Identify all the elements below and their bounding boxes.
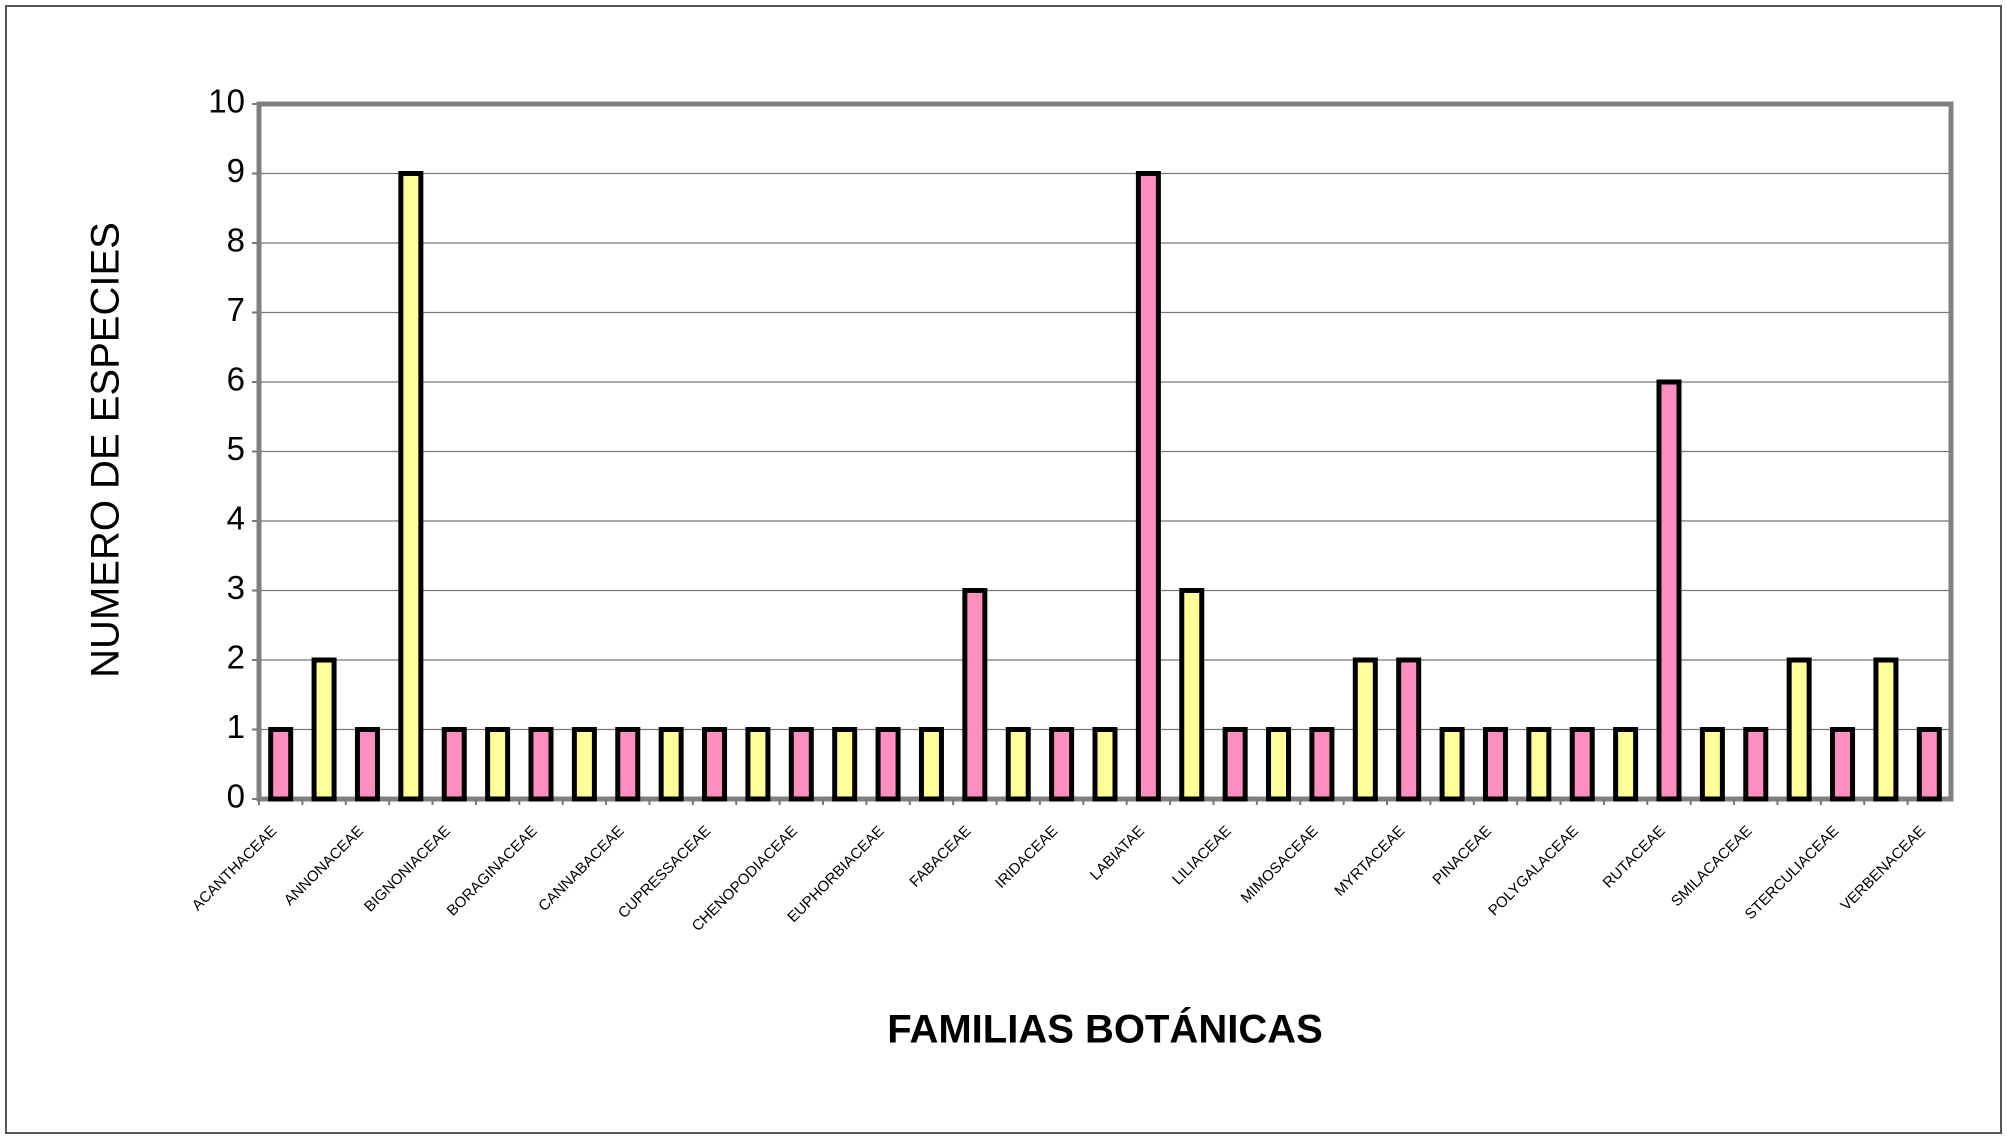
y-tick-label: 10 xyxy=(208,83,245,120)
bar xyxy=(1049,727,1075,802)
y-tick-label: 9 xyxy=(227,152,245,189)
y-tick-label: 6 xyxy=(227,361,245,398)
y-tick-label: 3 xyxy=(227,569,245,606)
bar xyxy=(1439,727,1465,802)
bar xyxy=(1569,727,1595,802)
y-tick-label: 0 xyxy=(227,778,245,815)
bar xyxy=(1656,379,1682,802)
y-tick-label: 4 xyxy=(227,500,245,537)
bar xyxy=(1786,657,1812,802)
bar xyxy=(441,727,467,802)
bar xyxy=(571,727,597,802)
bar xyxy=(1743,727,1769,802)
bar xyxy=(1830,727,1856,802)
y-tick-label: 5 xyxy=(227,430,245,467)
bar xyxy=(962,588,988,802)
y-axis-title: NUMERO DE ESPECIES xyxy=(84,222,128,678)
bar xyxy=(1352,657,1378,802)
y-tick-label: 8 xyxy=(227,222,245,259)
bar xyxy=(268,727,294,802)
bar xyxy=(1005,727,1031,802)
bar xyxy=(658,727,684,802)
bar xyxy=(1482,727,1508,802)
x-axis-title: FAMILIAS BOTÁNICAS xyxy=(887,1007,1323,1052)
y-tick-label: 1 xyxy=(227,708,245,745)
bar xyxy=(354,727,380,802)
bar xyxy=(1179,588,1205,802)
bar xyxy=(1222,727,1248,802)
bar xyxy=(1266,727,1292,802)
bar xyxy=(1309,727,1335,802)
bar xyxy=(788,727,814,802)
bar xyxy=(832,727,858,802)
bar xyxy=(1916,727,1942,802)
bar xyxy=(615,727,641,802)
bar xyxy=(875,727,901,802)
bar xyxy=(1699,727,1725,802)
bar xyxy=(1092,727,1118,802)
bar xyxy=(1135,171,1161,802)
bar xyxy=(1613,727,1639,802)
y-tick-label: 7 xyxy=(227,291,245,328)
bar xyxy=(485,727,511,802)
bar xyxy=(1396,657,1422,802)
bar xyxy=(745,727,771,802)
bar xyxy=(918,727,944,802)
y-tick-label: 2 xyxy=(227,639,245,676)
bar xyxy=(398,171,424,802)
bar xyxy=(1873,657,1899,802)
bar xyxy=(1526,727,1552,802)
bar xyxy=(311,657,337,802)
bar xyxy=(528,727,554,802)
bar xyxy=(702,727,728,802)
